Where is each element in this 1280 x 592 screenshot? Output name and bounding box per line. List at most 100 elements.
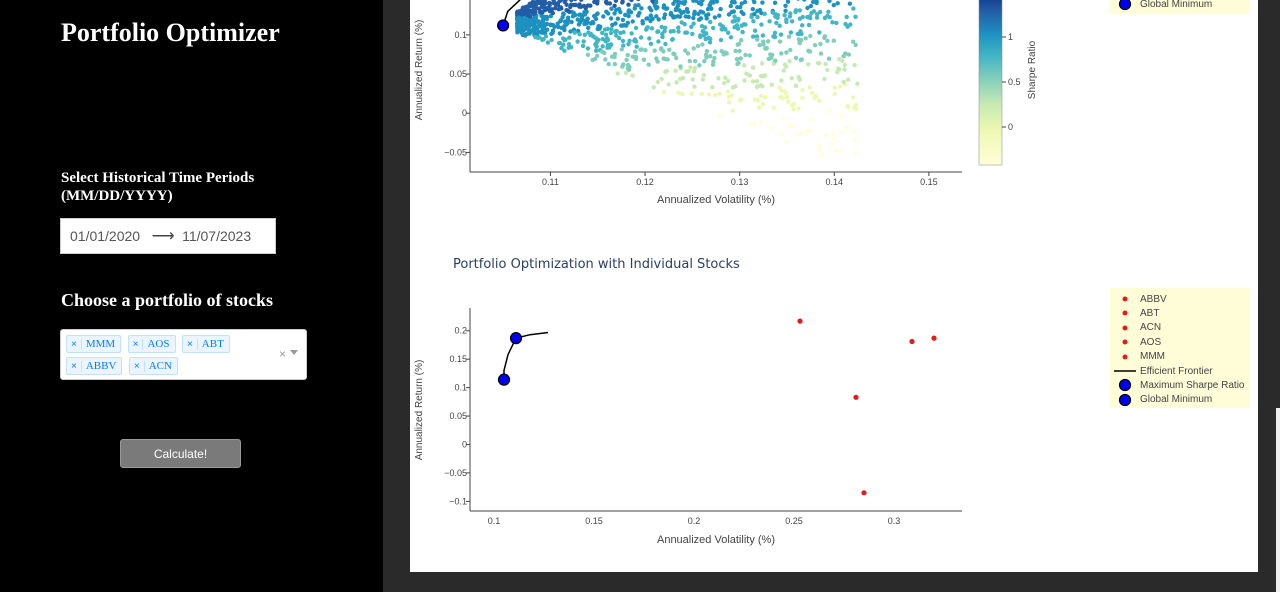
portfolio-point [768,52,773,57]
portfolio-point [807,14,812,19]
portfolio-point [732,18,737,24]
portfolio-point [629,0,634,3]
stock-chip[interactable]: × ABT [181,335,230,353]
portfolio-point [756,105,762,110]
end-date-input[interactable]: 11/07/2023 [182,228,252,244]
portfolio-point [633,25,639,31]
portfolio-point [562,24,567,29]
portfolio-point [699,0,704,2]
portfolio-point [831,136,836,141]
portfolio-point [742,0,748,5]
portfolio-point [702,25,708,30]
remove-chip-icon[interactable]: × [183,338,198,350]
portfolio-point [517,21,522,27]
portfolio-point [788,47,793,53]
portfolio-point [678,76,683,82]
start-date-input[interactable]: 01/01/2020 [70,228,141,244]
portfolio-point [784,139,789,144]
chevron-down-icon[interactable] [290,350,298,355]
portfolio-point [567,35,572,40]
portfolio-point [614,33,619,38]
portfolio-point [636,2,641,8]
portfolio-point [541,37,546,42]
portfolio-point [855,81,860,86]
portfolio-point [735,5,740,10]
portfolio-point [674,55,679,61]
stock-chip[interactable]: × AOS [127,335,176,353]
stock-chip[interactable]: × ABBV [66,357,123,375]
legend-item-global-minimum[interactable]: Global Minimum [1110,0,1212,11]
portfolio-point [844,125,849,130]
portfolio-point [579,16,584,21]
date-range-picker[interactable]: 01/01/2020 ⟶ 11/07/2023 [60,218,276,254]
calculate-button[interactable]: Calculate! [120,439,241,468]
stock-point-mmm [861,490,867,496]
portfolio-point [585,52,591,57]
portfolio-point [698,9,703,14]
portfolio-point [620,38,626,44]
portfolio-point [841,79,846,85]
legend-item-global-minimum[interactable]: Global Minimum [1110,393,1212,407]
portfolio-point [716,76,721,81]
portfolio-point [807,85,812,90]
portfolio-point [726,94,732,99]
legend-item-maximum-sharpe-ratio[interactable]: Maximum Sharpe Ratio [1110,378,1244,392]
portfolio-point [802,0,807,2]
legend-item-abt[interactable]: ABT [1110,306,1159,320]
portfolio-point [569,19,574,25]
legend-item-mmm[interactable]: MMM [1110,350,1165,364]
legend-item-abbv[interactable]: ABBV [1110,292,1167,306]
portfolio-point [680,91,685,97]
stock-chip[interactable]: × ACN [128,357,178,375]
colorbar-ticks: 00.51 [1002,32,1021,132]
chart1-y-tick-label: 0.1 [454,30,467,40]
portfolio-point [610,22,615,28]
stocks-scatter-chart[interactable]: 0.1 0.15 0.2 0.25 0.3 −0.1 −0.05 0 0.05 0.1 0.15 0.… [410,252,1258,572]
legend-item-acn[interactable]: ACN [1110,321,1161,335]
portfolio-point [624,57,629,63]
portfolio-point [535,35,541,40]
portfolio-point [648,18,653,24]
portfolio-point [555,0,561,6]
portfolio-point [630,19,635,24]
portfolio-point [581,39,586,44]
remove-chip-icon[interactable]: × [67,360,82,372]
portfolio-point [639,47,644,52]
portfolio-point [780,116,786,121]
portfolio-point [842,62,847,68]
portfolio-point [783,3,788,8]
sidebar: Portfolio Optimizer Select Historical Ti… [0,0,383,592]
portfolio-point [783,8,788,13]
portfolio-point [545,40,551,45]
portfolio-point [848,22,853,27]
time-period-label: Select Historical Time Periods (MM/DD/YY… [61,170,255,204]
portfolio-point [784,17,789,22]
legend-item-efficient-frontier[interactable]: Efficient Frontier [1114,365,1213,377]
portfolio-point [796,106,801,111]
remove-chip-icon[interactable]: × [67,338,82,350]
portfolio-point [708,54,713,59]
chart2-x-tick-label: 0.15 [585,516,603,526]
portfolio-point [543,34,549,39]
remove-chip-icon[interactable]: × [129,338,144,350]
chart2-xlabel: Annualized Volatility (%) [657,534,775,546]
portfolio-point [623,70,629,76]
remove-chip-icon[interactable]: × [130,360,145,372]
clear-selection-icon[interactable]: × [278,347,286,361]
sharpe-scatter-chart[interactable]: 0.11 0.12 0.13 0.14 0.15 −0.05 0 0.05 0.1 0.15 An… [410,0,1258,230]
legend-item-aos[interactable]: AOS [1110,335,1161,349]
portfolio-point [796,0,800,1]
portfolio-point [557,40,563,46]
scrollbar[interactable] [1276,408,1280,592]
portfolio-point [830,20,835,25]
stock-multi-select[interactable]: × MMM × AOS × ABT × ABBV × ACN × [60,329,307,380]
portfolio-point [800,95,805,101]
portfolio-point [666,82,671,87]
stock-chip[interactable]: × MMM [66,335,122,353]
portfolio-point [761,42,766,47]
portfolio-point [767,19,772,24]
portfolio-point [788,30,794,35]
portfolio-point [710,85,715,90]
portfolio-point [730,108,735,113]
portfolio-point [687,58,692,64]
